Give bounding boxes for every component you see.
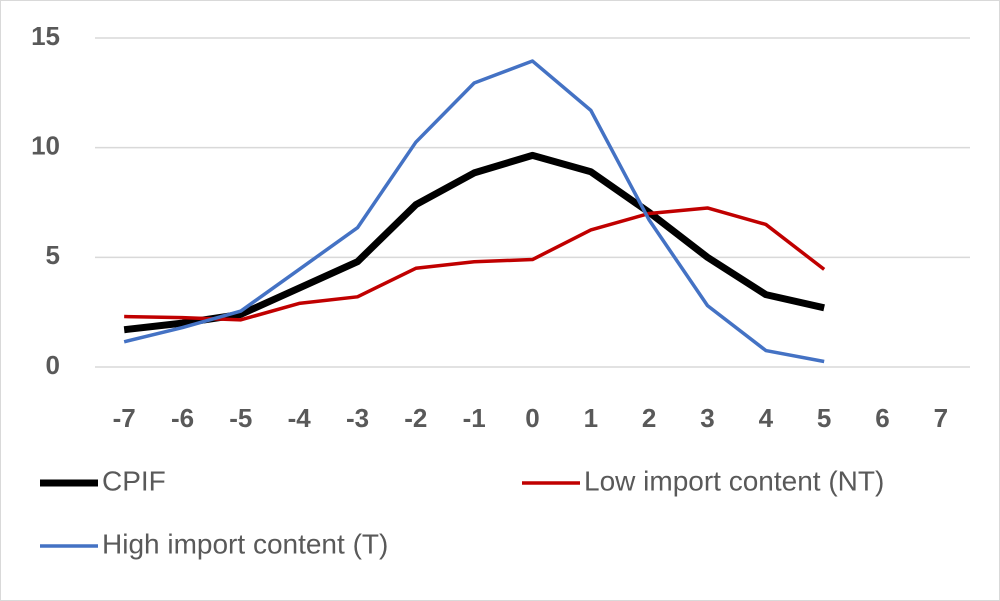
x-tick-label: 2 — [642, 403, 656, 433]
x-tick-label: 5 — [817, 403, 831, 433]
x-tick-label: -6 — [171, 403, 194, 433]
x-tick-label: 6 — [875, 403, 889, 433]
x-tick-label: -3 — [346, 403, 369, 433]
series-line — [124, 206, 826, 322]
x-tick-label: 0 — [525, 403, 539, 433]
series-line — [123, 151, 825, 334]
y-tick-label: 15 — [31, 21, 60, 51]
legend-label: High import content (T) — [102, 528, 388, 559]
x-tick-label: 1 — [584, 403, 598, 433]
x-tick-label: 3 — [700, 403, 714, 433]
legend-label: Low import content (NT) — [584, 465, 884, 496]
x-tick-label: -7 — [113, 403, 136, 433]
series-line — [123, 59, 825, 364]
y-tick-label: 0 — [46, 350, 60, 380]
x-tick-label: -1 — [463, 403, 486, 433]
y-tick-label: 5 — [46, 240, 60, 270]
y-tick-label: 10 — [31, 131, 60, 161]
x-tick-label: 4 — [759, 403, 774, 433]
x-tick-label: -2 — [404, 403, 427, 433]
legend-label: CPIF — [102, 465, 166, 496]
x-tick-label: 7 — [934, 403, 948, 433]
x-tick-label: -5 — [229, 403, 252, 433]
x-tick-label: -4 — [288, 403, 312, 433]
